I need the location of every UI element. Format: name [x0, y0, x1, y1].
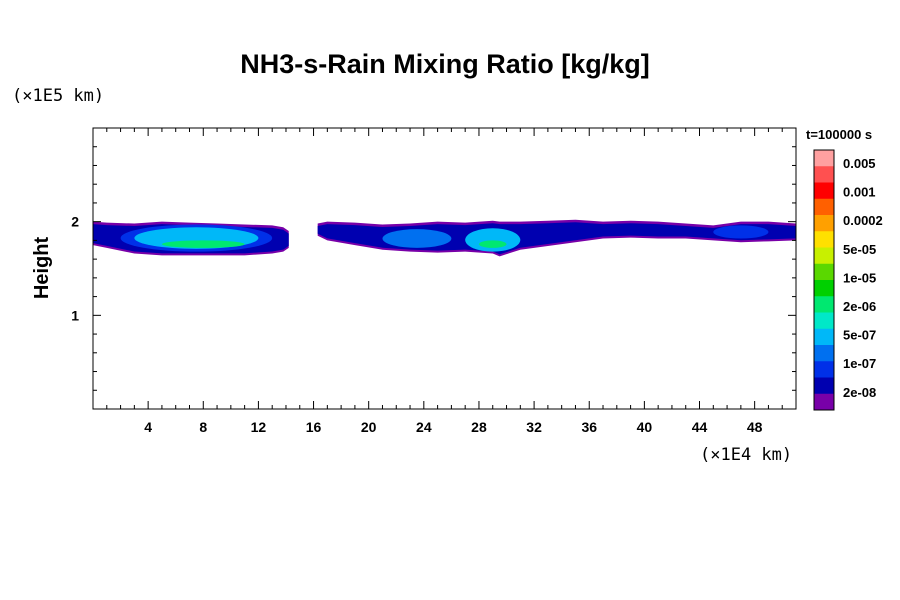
- colorbar-swatch: [814, 150, 834, 167]
- colorbar-swatch: [814, 312, 834, 330]
- field-core-0-2: [161, 240, 245, 248]
- colorbar-swatch: [814, 393, 834, 411]
- x-tick-label: 24: [416, 419, 432, 435]
- colorbar-label: 0.0002: [843, 213, 883, 228]
- colorbar-label: 1e-05: [843, 270, 876, 285]
- colorbar-swatch: [814, 328, 834, 346]
- colorbar-label: 2e-06: [843, 299, 876, 314]
- y-tick-label: 1: [71, 307, 79, 323]
- field-core-1-3: [713, 225, 769, 239]
- field-core-1-2: [478, 240, 507, 248]
- field-band-inner-1: [317, 222, 796, 255]
- colorbar-swatch: [814, 361, 834, 378]
- x-tick-label: 28: [471, 419, 487, 435]
- x-tick-label: 48: [747, 419, 763, 435]
- y-axis-label: Height: [31, 237, 53, 300]
- plot-area: [93, 219, 796, 257]
- x-tick-label: 4: [144, 419, 152, 435]
- colorbar-swatch: [814, 345, 834, 362]
- colorbar-frame: [813, 149, 835, 411]
- colorbar-label: 1e-07: [843, 356, 876, 371]
- y-tick-label: 2: [71, 214, 79, 230]
- colorbar-label: 0.001: [843, 185, 876, 200]
- colorbar-swatch: [814, 215, 834, 232]
- time-label: t=100000 s: [806, 127, 872, 142]
- plot-frame: [92, 127, 797, 410]
- colorbar-swatch: [814, 166, 834, 183]
- colorbar-label: 5e-07: [843, 328, 876, 343]
- colorbar: 0.005 0.001 0.0002 5e-05 1e-05 2e-06 5e-07 1e-0…: [813, 149, 883, 411]
- x-tick-label: 16: [306, 419, 322, 435]
- x-unit-label: (×1E4 km): [700, 445, 792, 465]
- colorbar-label: 5e-05: [843, 242, 876, 257]
- y-unit-label: (×1E5 km): [12, 86, 104, 106]
- colorbar-swatch: [814, 247, 834, 265]
- colorbar-swatch: [814, 231, 834, 248]
- colorbar-swatch: [814, 182, 834, 200]
- colorbar-swatch: [814, 198, 834, 216]
- chart-title: NH3-s-Rain Mixing Ratio [kg/kg]: [240, 49, 650, 79]
- field-core-1-0: [382, 229, 452, 248]
- field-core-1-1: [465, 228, 521, 252]
- colorbar-swatch: [814, 280, 834, 297]
- colorbar-swatch: [814, 296, 834, 313]
- colorbar-swatch: [814, 377, 834, 395]
- x-tick-label: 12: [251, 419, 267, 435]
- colorbar-label: 2e-08: [843, 385, 876, 400]
- x-tick-label: 20: [361, 419, 377, 435]
- x-tick-label: 44: [692, 419, 708, 435]
- colorbar-label: 0.005: [843, 156, 876, 171]
- x-tick-label: 40: [637, 419, 653, 435]
- x-tick-label: 8: [199, 419, 207, 435]
- x-tick-label: 36: [581, 419, 597, 435]
- colorbar-swatch: [814, 263, 834, 281]
- x-tick-label: 32: [526, 419, 542, 435]
